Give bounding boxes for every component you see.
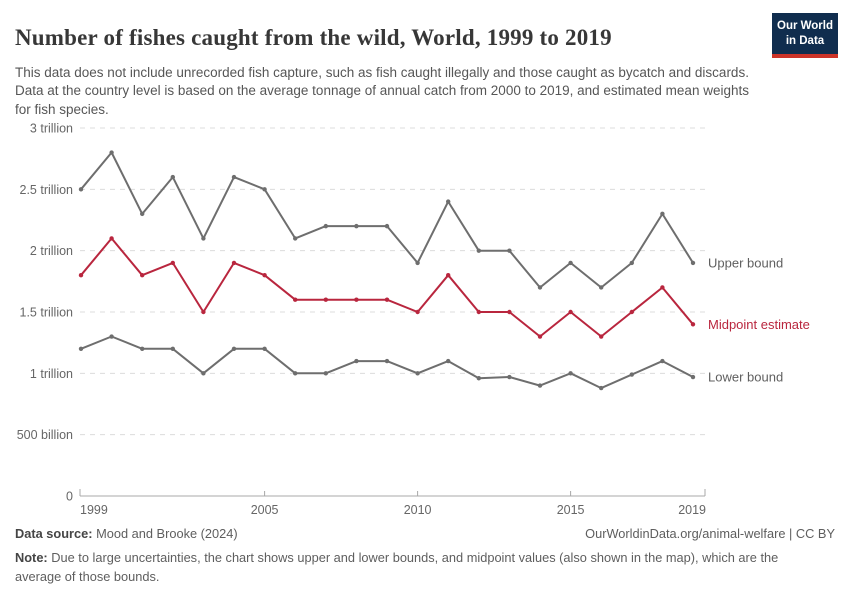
data-point-upper-bound-2017[interactable] xyxy=(629,260,634,266)
series-label-midpoint-estimate: Midpoint estimate xyxy=(708,317,810,332)
data-point-midpoint-estimate-2000[interactable] xyxy=(109,236,114,241)
data-point-lower-bound-2003[interactable] xyxy=(201,371,206,376)
data-point-lower-bound-2005[interactable] xyxy=(262,346,267,351)
data-point-lower-bound-2017[interactable] xyxy=(629,372,634,377)
data-point-upper-bound-2004[interactable] xyxy=(231,174,237,180)
data-point-lower-bound-2007[interactable] xyxy=(323,371,328,376)
y-axis-label: 2.5 trillion xyxy=(20,183,74,197)
x-axis-label: 2010 xyxy=(404,503,432,517)
data-point-upper-bound-2019[interactable] xyxy=(690,260,696,266)
data-point-lower-bound-2011[interactable] xyxy=(446,358,451,364)
series-label-upper-bound: Upper bound xyxy=(708,255,783,270)
data-point-upper-bound-2007[interactable] xyxy=(323,223,328,229)
data-point-upper-bound-2002[interactable] xyxy=(170,174,175,180)
data-point-midpoint-estimate-2010[interactable] xyxy=(415,309,420,315)
note-value: Due to large uncertainties, the chart sh… xyxy=(15,550,779,584)
data-point-upper-bound-2003[interactable] xyxy=(201,236,206,241)
data-point-lower-bound-2013[interactable] xyxy=(507,374,512,380)
data-source-label: Data source: xyxy=(15,526,93,541)
note-label: Note: xyxy=(15,550,48,565)
data-point-lower-bound-2002[interactable] xyxy=(170,346,175,351)
data-point-midpoint-estimate-2019[interactable] xyxy=(690,322,696,327)
data-point-midpoint-estimate-2013[interactable] xyxy=(507,309,512,315)
data-source-value: Mood and Brooke (2024) xyxy=(92,526,238,541)
y-axis-label: 3 trillion xyxy=(30,121,73,135)
data-point-upper-bound-1999[interactable] xyxy=(78,187,84,192)
data-point-lower-bound-2010[interactable] xyxy=(415,371,420,376)
data-point-lower-bound-2014[interactable] xyxy=(537,383,543,388)
data-point-lower-bound-2004[interactable] xyxy=(231,346,237,351)
data-point-upper-bound-2006[interactable] xyxy=(293,236,298,241)
owid-logo-line2: in Data xyxy=(785,34,825,47)
data-point-midpoint-estimate-2016[interactable] xyxy=(599,334,604,339)
owid-logo-line1: Our World xyxy=(777,20,834,32)
data-point-upper-bound-2009[interactable] xyxy=(384,223,390,229)
data-point-midpoint-estimate-2001[interactable] xyxy=(140,272,145,278)
data-point-midpoint-estimate-2006[interactable] xyxy=(293,297,298,302)
data-point-lower-bound-2018[interactable] xyxy=(660,358,665,364)
data-point-lower-bound-2009[interactable] xyxy=(384,358,390,364)
data-point-upper-bound-2008[interactable] xyxy=(354,223,359,229)
data-point-lower-bound-2008[interactable] xyxy=(354,358,359,364)
data-point-lower-bound-2019[interactable] xyxy=(690,374,696,380)
data-point-midpoint-estimate-2003[interactable] xyxy=(201,309,206,315)
y-axis-label: 1 trillion xyxy=(30,367,73,381)
chart-subtitle: This data does not include unrecorded fi… xyxy=(15,64,749,118)
data-point-midpoint-estimate-2008[interactable] xyxy=(354,297,359,302)
data-point-upper-bound-2016[interactable] xyxy=(599,285,604,290)
data-point-upper-bound-2001[interactable] xyxy=(140,211,145,217)
data-point-upper-bound-2012[interactable] xyxy=(476,248,481,253)
owid-logo[interactable]: Our World in Data xyxy=(772,13,838,58)
chart-note: Note: Due to large uncertainties, the ch… xyxy=(15,549,781,586)
data-point-lower-bound-2015[interactable] xyxy=(568,371,573,376)
data-point-midpoint-estimate-2018[interactable] xyxy=(660,285,665,290)
rights-attribution[interactable]: OurWorldinData.org/animal-welfare | CC B… xyxy=(585,526,835,541)
data-point-upper-bound-2010[interactable] xyxy=(415,260,420,266)
chart-footer: Data source: Mood and Brooke (2024) OurW… xyxy=(15,526,835,586)
data-point-lower-bound-2012[interactable] xyxy=(476,376,481,381)
data-point-midpoint-estimate-2017[interactable] xyxy=(629,309,634,315)
data-point-midpoint-estimate-2002[interactable] xyxy=(170,260,175,266)
x-axis-label: 2015 xyxy=(557,503,585,517)
data-point-midpoint-estimate-1999[interactable] xyxy=(78,272,84,278)
x-axis-label: 2005 xyxy=(251,503,279,517)
y-axis-label: 500 billion xyxy=(17,428,73,442)
data-point-upper-bound-2000[interactable] xyxy=(109,150,114,155)
data-source: Data source: Mood and Brooke (2024) xyxy=(15,526,238,541)
data-point-lower-bound-1999[interactable] xyxy=(78,346,84,351)
data-point-upper-bound-2015[interactable] xyxy=(568,260,573,266)
data-point-midpoint-estimate-2012[interactable] xyxy=(476,309,481,315)
series-line-upper-bound xyxy=(80,151,694,289)
data-point-midpoint-estimate-2007[interactable] xyxy=(323,297,328,302)
line-chart[interactable]: 0 500 billion 1 trillion 1.5 trillion 2 tril… xyxy=(0,0,850,522)
data-point-midpoint-estimate-2011[interactable] xyxy=(446,272,451,278)
data-point-upper-bound-2018[interactable] xyxy=(660,211,665,217)
data-point-upper-bound-2005[interactable] xyxy=(262,187,267,192)
data-point-lower-bound-2001[interactable] xyxy=(140,346,145,351)
data-point-midpoint-estimate-2009[interactable] xyxy=(384,297,390,302)
data-point-midpoint-estimate-2004[interactable] xyxy=(231,260,237,266)
y-axis-label: 1.5 trillion xyxy=(20,305,74,319)
data-point-upper-bound-2013[interactable] xyxy=(507,248,512,253)
data-point-midpoint-estimate-2005[interactable] xyxy=(262,272,267,278)
y-axis-label: 2 trillion xyxy=(30,244,73,258)
data-point-upper-bound-2011[interactable] xyxy=(446,199,451,204)
series-label-lower-bound: Lower bound xyxy=(708,370,783,385)
data-point-midpoint-estimate-2015[interactable] xyxy=(568,309,573,315)
page-title: Number of fishes caught from the wild, W… xyxy=(15,25,612,51)
data-point-upper-bound-2014[interactable] xyxy=(537,285,543,290)
data-point-lower-bound-2006[interactable] xyxy=(293,371,298,376)
data-point-midpoint-estimate-2014[interactable] xyxy=(537,334,543,339)
x-axis-label: 2019 xyxy=(678,503,706,517)
x-axis-label: 1999 xyxy=(80,503,108,517)
y-axis-label: 0 xyxy=(66,490,73,504)
data-point-lower-bound-2000[interactable] xyxy=(109,334,114,339)
data-point-lower-bound-2016[interactable] xyxy=(599,385,604,391)
